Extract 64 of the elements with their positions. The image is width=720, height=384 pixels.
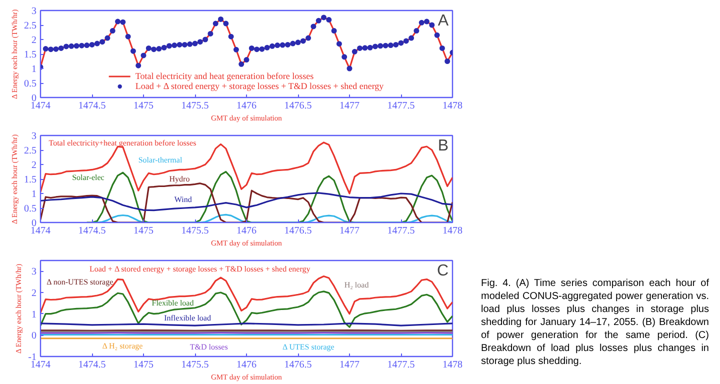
x-tick-label: 1475 (134, 360, 154, 370)
x-tick-label: 1477 (340, 226, 360, 236)
x-tick-label: 1477 (340, 360, 360, 370)
y-tick-label: 2 (32, 288, 36, 299)
line-series (91, 214, 452, 222)
x-tick-label: 1478 (442, 100, 462, 112)
y-tick-label: 0.5 (24, 204, 36, 214)
text: H₂ load (344, 280, 369, 290)
x-tick-label: 1477.5 (387, 100, 415, 112)
y-tick-label: 1.5 (24, 50, 36, 60)
x-tick-label: 1478 (442, 226, 462, 236)
annotation: A (438, 12, 449, 30)
x-tick-label: 1475 (134, 226, 154, 236)
x-tick-label: 1476 (236, 226, 256, 236)
y-tick-label: 0 (32, 330, 36, 342)
x-tick-label: 1474.5 (78, 100, 106, 112)
x-tick-label: 1476 (236, 100, 256, 112)
series-label: Δ UTES storage (282, 342, 335, 352)
x-tick-label: 1476.5 (284, 100, 312, 112)
y-tick-label: 1 (32, 64, 36, 75)
x-tick-label: 1475.5 (181, 100, 209, 112)
y-tick-label: 1 (32, 189, 36, 200)
series-label: Total electricity+heat generation before losses (48, 138, 196, 148)
annotation: B (438, 138, 448, 154)
x-tick-label: 1476 (236, 360, 256, 370)
legend-label: Load + Δ stored energy + storage losses + T&D losses + shed energy (135, 81, 384, 91)
line-series (40, 275, 452, 315)
x-tick-label: 1476.5 (284, 360, 312, 370)
x-tick-label: 1475.5 (181, 226, 209, 236)
text: Δ non-UTES storage (46, 277, 114, 286)
series-label: Hydro (169, 174, 190, 184)
x-tick-label: 1474.5 (78, 360, 106, 370)
x-tick-label: 1475.5 (181, 360, 209, 370)
series-label: Load + Δ stored energy + storage losses + T&D losses + shed energy (90, 264, 310, 274)
x-tick-label: 1478 (442, 360, 462, 370)
y-tick-label: 2.5 (24, 20, 36, 32)
x-tick-label: 1476.5 (284, 226, 312, 236)
series-label: Wind (174, 194, 192, 204)
x-tick-label: 1474.5 (78, 226, 106, 236)
line-series (40, 192, 452, 212)
x-tick-label: 1477.5 (387, 226, 415, 236)
line-series (40, 290, 452, 328)
text: Solar-thermal (138, 156, 183, 165)
y-tick-label: 2.5 (24, 146, 36, 156)
series-label: Δ H₂ storage (102, 341, 144, 350)
y-tick-label: 1.5 (24, 174, 36, 186)
x-tick-label: 1475 (134, 100, 154, 112)
x-tick-label: 1477.5 (387, 360, 415, 370)
legend-label: Total electricity and heat generation before losses (135, 71, 314, 81)
y-tick-label: 3 (32, 266, 36, 278)
y-tick-label: 1 (32, 309, 36, 320)
y-tick-label: 3 (32, 6, 36, 17)
y-tick-label: 3 (32, 131, 36, 142)
x-tick-label: 1477 (340, 100, 360, 112)
series-label: Inflexible load (164, 314, 211, 323)
y-tick-label: 0.5 (24, 78, 36, 90)
series-label: Flexible load (152, 298, 194, 308)
y-tick-label: 2 (32, 35, 36, 46)
series-label: T&D losses (190, 342, 228, 352)
caption: Fig. 4. (A) Time series comparison each hour of modeled CONUS-aggregated power generation vs. load plus losses plus changes in storage plus shedding for January 14–17, 2055. (B) Breakdown of power generation for the same period. (C) Breakdown of load plus losses plus changes in storage plus shedding. (481, 277, 709, 368)
line-series (40, 142, 452, 194)
annotation: C (436, 262, 449, 280)
series-label: Solar-elec (72, 173, 105, 182)
y-tick-label: 2 (32, 160, 36, 171)
